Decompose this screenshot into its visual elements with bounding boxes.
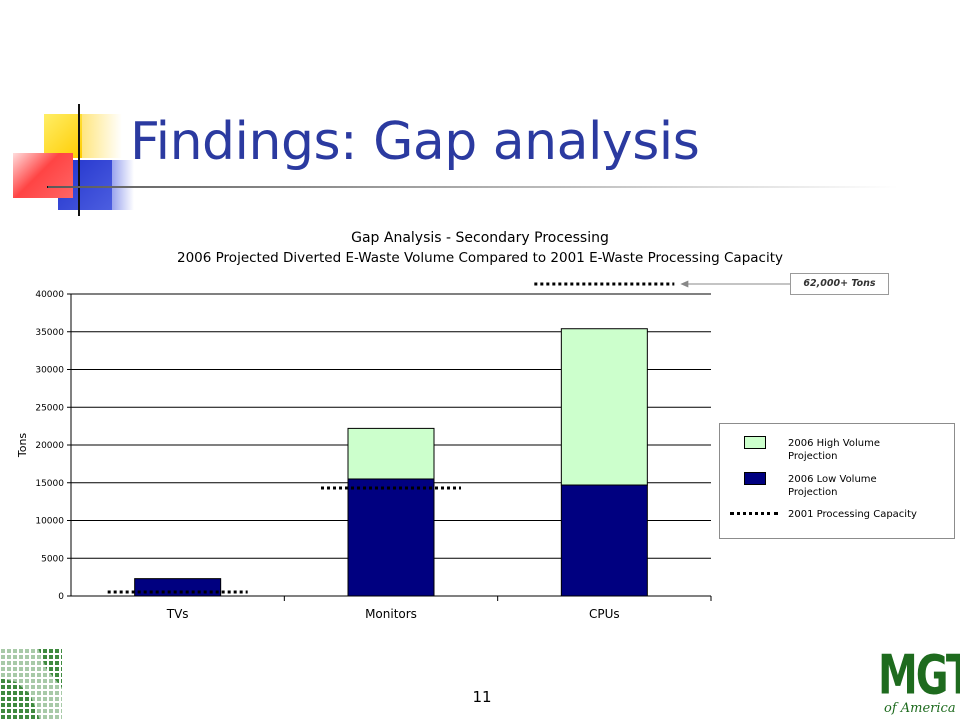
title-underline — [48, 186, 898, 188]
y-tick-label: 30000 — [35, 366, 64, 376]
bars — [134, 328, 648, 597]
legend-label-low: 2006 Low Volume Projection — [788, 474, 877, 498]
slide-title: Findings: Gap analysis — [130, 112, 700, 172]
deco-green-pattern — [0, 648, 62, 720]
bar-high-volume — [560, 328, 648, 486]
callout-arrow — [680, 280, 689, 288]
deco-vertical-line — [78, 104, 80, 216]
y-tick-label: 35000 — [35, 328, 64, 338]
legend-dotted-line — [730, 512, 778, 515]
bar-low-volume — [560, 484, 648, 597]
capacity-callout: 62,000+ Tons — [790, 273, 889, 295]
y-tick-label: 25000 — [35, 403, 64, 413]
axes: 0 5000 10000 15000 20000 25000 30000 35000 40000… — [35, 290, 712, 621]
logo-subtext: of America — [884, 701, 956, 716]
deco-yellow-glow — [82, 114, 122, 158]
x-tick-label: CPUs — [589, 607, 620, 621]
y-tick-label: 5000 — [41, 554, 64, 564]
x-tick-label: TVs — [166, 607, 189, 621]
bar-low-volume — [134, 578, 222, 597]
deco-blue-glow — [112, 160, 134, 210]
legend-label-high: 2006 High Volume Projection — [788, 438, 880, 462]
mgt-logo: MGT of America — [868, 645, 960, 720]
chart-title: Gap Analysis - Secondary Processing — [351, 230, 609, 246]
page-number: 11 — [472, 688, 492, 706]
legend-swatch-low — [744, 472, 766, 485]
legend-label-capacity: 2001 Processing Capacity — [788, 509, 917, 520]
logo-mark: MGT — [878, 645, 960, 708]
deco-yellow-square — [44, 114, 82, 158]
capacity-lines — [107, 280, 790, 594]
y-tick-label: 10000 — [35, 517, 64, 527]
chart-subtitle: 2006 Projected Diverted E-Waste Volume C… — [177, 250, 783, 266]
chart-legend: 2006 High Volume Projection 2006 Low Vol… — [719, 423, 955, 539]
y-tick-label: 15000 — [35, 479, 64, 489]
deco-red-square — [13, 153, 73, 198]
y-tick-label: 40000 — [35, 290, 64, 300]
x-tick-label: Monitors — [365, 607, 417, 621]
bar-low-volume — [347, 478, 435, 597]
y-axis-label: Tons — [16, 433, 29, 459]
y-tick-label: 0 — [58, 592, 64, 602]
bar-high-volume — [347, 427, 435, 480]
legend-swatch-high — [744, 436, 766, 449]
y-tick-label: 20000 — [35, 441, 64, 451]
